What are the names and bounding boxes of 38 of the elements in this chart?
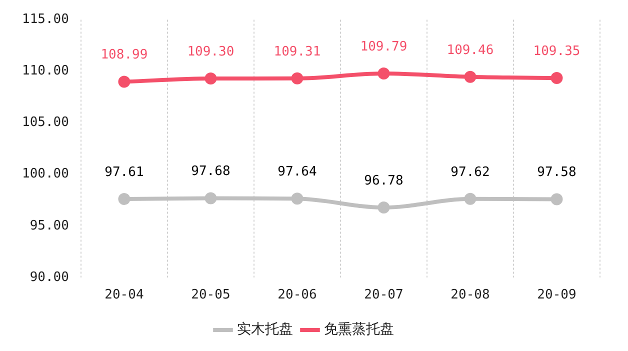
data-label: 97.64 <box>278 164 317 180</box>
data-label: 109.79 <box>360 39 408 54</box>
x-tick-label: 20-09 <box>537 288 576 303</box>
point <box>118 76 130 88</box>
y-tick-label: 95.00 <box>30 218 69 234</box>
y-tick-label: 100.00 <box>22 166 69 182</box>
point <box>291 192 304 205</box>
data-label: 97.68 <box>191 164 230 180</box>
data-label: 108.99 <box>100 48 148 63</box>
legend-label: 实木托盘 <box>237 322 293 338</box>
point <box>550 72 563 84</box>
point <box>118 192 130 205</box>
y-tick-label: 105.00 <box>22 115 69 130</box>
data-label: 109.35 <box>533 44 580 59</box>
x-tick-label: 20-08 <box>450 288 490 303</box>
point <box>291 72 304 84</box>
point <box>464 70 476 83</box>
data-label: 96.78 <box>364 173 404 188</box>
x-tick-label: 20-06 <box>278 288 317 303</box>
point <box>464 192 476 205</box>
data-label: 109.31 <box>274 44 321 60</box>
data-label: 97.58 <box>537 165 576 180</box>
point <box>204 72 217 85</box>
y-tick-label: 110.00 <box>22 64 69 79</box>
y-tick-label: 115.00 <box>22 12 69 28</box>
legend-label: 免熏蒸托盘 <box>324 322 394 338</box>
point <box>378 202 390 214</box>
y-tick-label: 90.00 <box>30 270 69 285</box>
data-label: 97.62 <box>450 164 490 180</box>
x-tick-label: 20-07 <box>364 288 404 303</box>
point <box>550 193 563 206</box>
data-label: 109.30 <box>187 44 234 60</box>
data-label: 97.61 <box>104 164 144 180</box>
x-tick-label: 20-04 <box>104 288 144 303</box>
x-tick-label: 20-05 <box>191 288 230 303</box>
point <box>204 192 217 204</box>
point <box>378 67 390 80</box>
data-label: 109.46 <box>446 42 494 58</box>
